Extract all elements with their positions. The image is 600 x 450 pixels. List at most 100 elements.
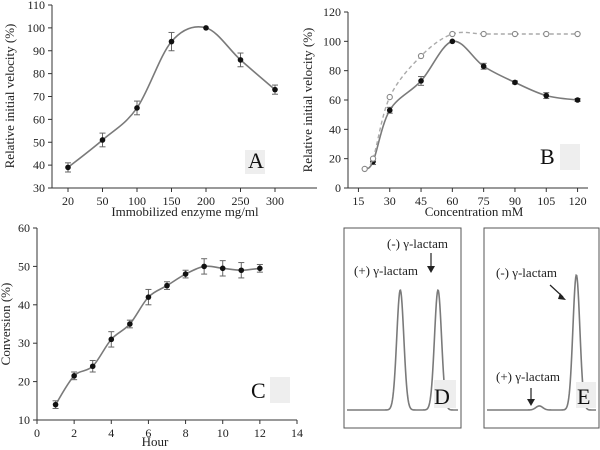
data-point: [127, 321, 133, 327]
panel-e-arrowhead-plus: [527, 399, 535, 406]
panel-a-ytick-label: 60: [33, 112, 45, 126]
data-point: [257, 265, 263, 272]
data-point: [182, 271, 189, 277]
data-point: [237, 57, 244, 63]
panel-b-label-box: [560, 144, 580, 170]
panel-b-ytick-label: 20: [329, 152, 341, 166]
panel-c-xtick-label: 10: [217, 426, 229, 440]
data-point: [543, 30, 550, 38]
panel-c-ticks: 10 20 30 40 50 60 0 2 4 6 8 10 12 14: [18, 221, 303, 440]
data-point: [219, 265, 226, 272]
panel-a-xtick-label: 200: [197, 194, 215, 208]
panel-a-ytick-label: 30: [33, 181, 45, 195]
panel-b-label: B: [540, 144, 555, 169]
data-point: [418, 78, 424, 84]
panel-c-xtick-label: 4: [108, 426, 114, 440]
panel-e-trace: [487, 274, 596, 411]
panel-b-xtick-label: 105: [537, 194, 555, 208]
data-point: [449, 30, 456, 38]
panel-a-ytick-label: 50: [33, 135, 45, 149]
data-point: [89, 363, 96, 370]
panel-b-ytick-label: 60: [329, 93, 341, 107]
data-point: [238, 267, 245, 274]
data-point: [480, 30, 487, 38]
panel-d-label: D: [434, 384, 450, 409]
data-point: [203, 25, 209, 31]
panel-b-xtick-label: 90: [509, 194, 521, 208]
panel-b-xtick-label: 45: [415, 194, 427, 208]
panel-a-label-box: [245, 150, 265, 174]
panel-a-label: A: [248, 148, 264, 173]
panel-c-xtick-label: 0: [34, 426, 40, 440]
panel-b-xtick-label: 120: [569, 194, 587, 208]
panel-b-ylabel: Relative initial velocity (%): [300, 28, 315, 173]
panel-d-frame: [343, 227, 462, 429]
panel-e-chromatogram: E (-) γ-lactam (+) γ-lactam: [483, 227, 600, 429]
panel-c-ytick-label: 10: [18, 413, 30, 427]
panel-c-xtick-label: 6: [145, 426, 151, 440]
panel-a-ytick-label: 80: [33, 67, 45, 81]
data-point: [134, 105, 140, 111]
panel-a-xtick-label: 250: [232, 194, 250, 208]
data-point: [543, 92, 550, 99]
data-point: [168, 38, 175, 45]
data-point: [386, 107, 393, 114]
panel-e-peak-plus-label: (+) γ-lactam: [496, 369, 560, 384]
panel-d-arrowhead: [427, 266, 435, 273]
data-point: [65, 164, 71, 171]
data-point: [99, 137, 106, 143]
panel-a-xtick-label: 100: [128, 194, 146, 208]
panel-d-label-box: [434, 380, 456, 408]
panel-b-ticks: 0 20 40 60 80 100 120 15 30 45 60 75 90 105 120: [323, 5, 587, 208]
data-point: [71, 373, 77, 379]
panel-a-plot: [65, 25, 278, 173]
panel-c-ytick-label: 40: [18, 298, 30, 312]
panel-c-series-line: [54, 265, 260, 406]
panel-b-ytick-label: 80: [329, 64, 341, 78]
panel-c-xtick-label: 12: [254, 426, 266, 440]
data-point: [512, 79, 518, 86]
panel-a-xtick-label: 150: [163, 194, 181, 208]
panel-c-ytick-label: 60: [18, 221, 30, 235]
panel-a-ytick-label: 70: [33, 90, 45, 104]
panel-b-ytick-label: 0: [335, 181, 341, 195]
data-point: [386, 93, 393, 101]
panel-b: 0 20 40 60 80 100 120 15 30 45 60 75 90 105 120 B Conc…: [300, 5, 588, 219]
data-point: [145, 294, 152, 300]
panel-c-xtick-label: 8: [183, 426, 189, 440]
panel-b-ytick-label: 120: [323, 5, 341, 19]
data-point: [574, 97, 581, 103]
panel-b-ytick-label: 100: [323, 34, 341, 48]
panel-e-peak-minus-label: (-) γ-lactam: [496, 265, 557, 280]
panel-e-arrowhead-minus: [558, 293, 566, 300]
panel-d-chromatogram: D (+) γ-lactam (-) γ-lactam: [343, 227, 462, 429]
panel-a-ylabel: Relative initial velocity (%): [2, 24, 17, 169]
panel-e-label-box: [576, 382, 596, 408]
panel-c-ytick-label: 30: [18, 336, 30, 350]
panel-a-ticks: 30 40 50 60 70 80 90 100 110 20 50 100 150 200 250 300: [27, 0, 284, 208]
data-point: [361, 165, 368, 173]
panel-b-ytick-label: 40: [329, 122, 341, 136]
panel-b-xtick-label: 30: [384, 194, 396, 208]
panel-b-xlabel: Concentration mM: [425, 204, 524, 219]
panel-a-xtick-label: 300: [266, 194, 284, 208]
panel-c-ytick-label: 20: [18, 375, 30, 389]
panel-b-xtick-label: 15: [352, 194, 364, 208]
panel-b-plot: [361, 30, 581, 173]
data-point: [164, 282, 170, 289]
panel-c-xtick-label: 14: [291, 426, 303, 440]
data-point: [574, 30, 581, 38]
data-point: [272, 86, 278, 93]
panel-b-xtick-label: 75: [478, 194, 490, 208]
panel-c-ytick-label: 50: [18, 259, 30, 273]
panel-c-ylabel: Conversion (%): [0, 283, 13, 366]
panel-c-xlabel: Hour: [142, 434, 169, 449]
panel-a-ytick-label: 40: [33, 158, 45, 172]
panel-a-xtick-label: 20: [62, 194, 74, 208]
data-point: [201, 263, 207, 270]
panel-c: 10 20 30 40 50 60 0 2 4 6 8 10 12 14 C Hour Conversio…: [0, 221, 303, 449]
panel-d-peak-plus-label: (+) γ-lactam: [354, 263, 418, 278]
panel-b-xtick-label: 60: [446, 194, 458, 208]
